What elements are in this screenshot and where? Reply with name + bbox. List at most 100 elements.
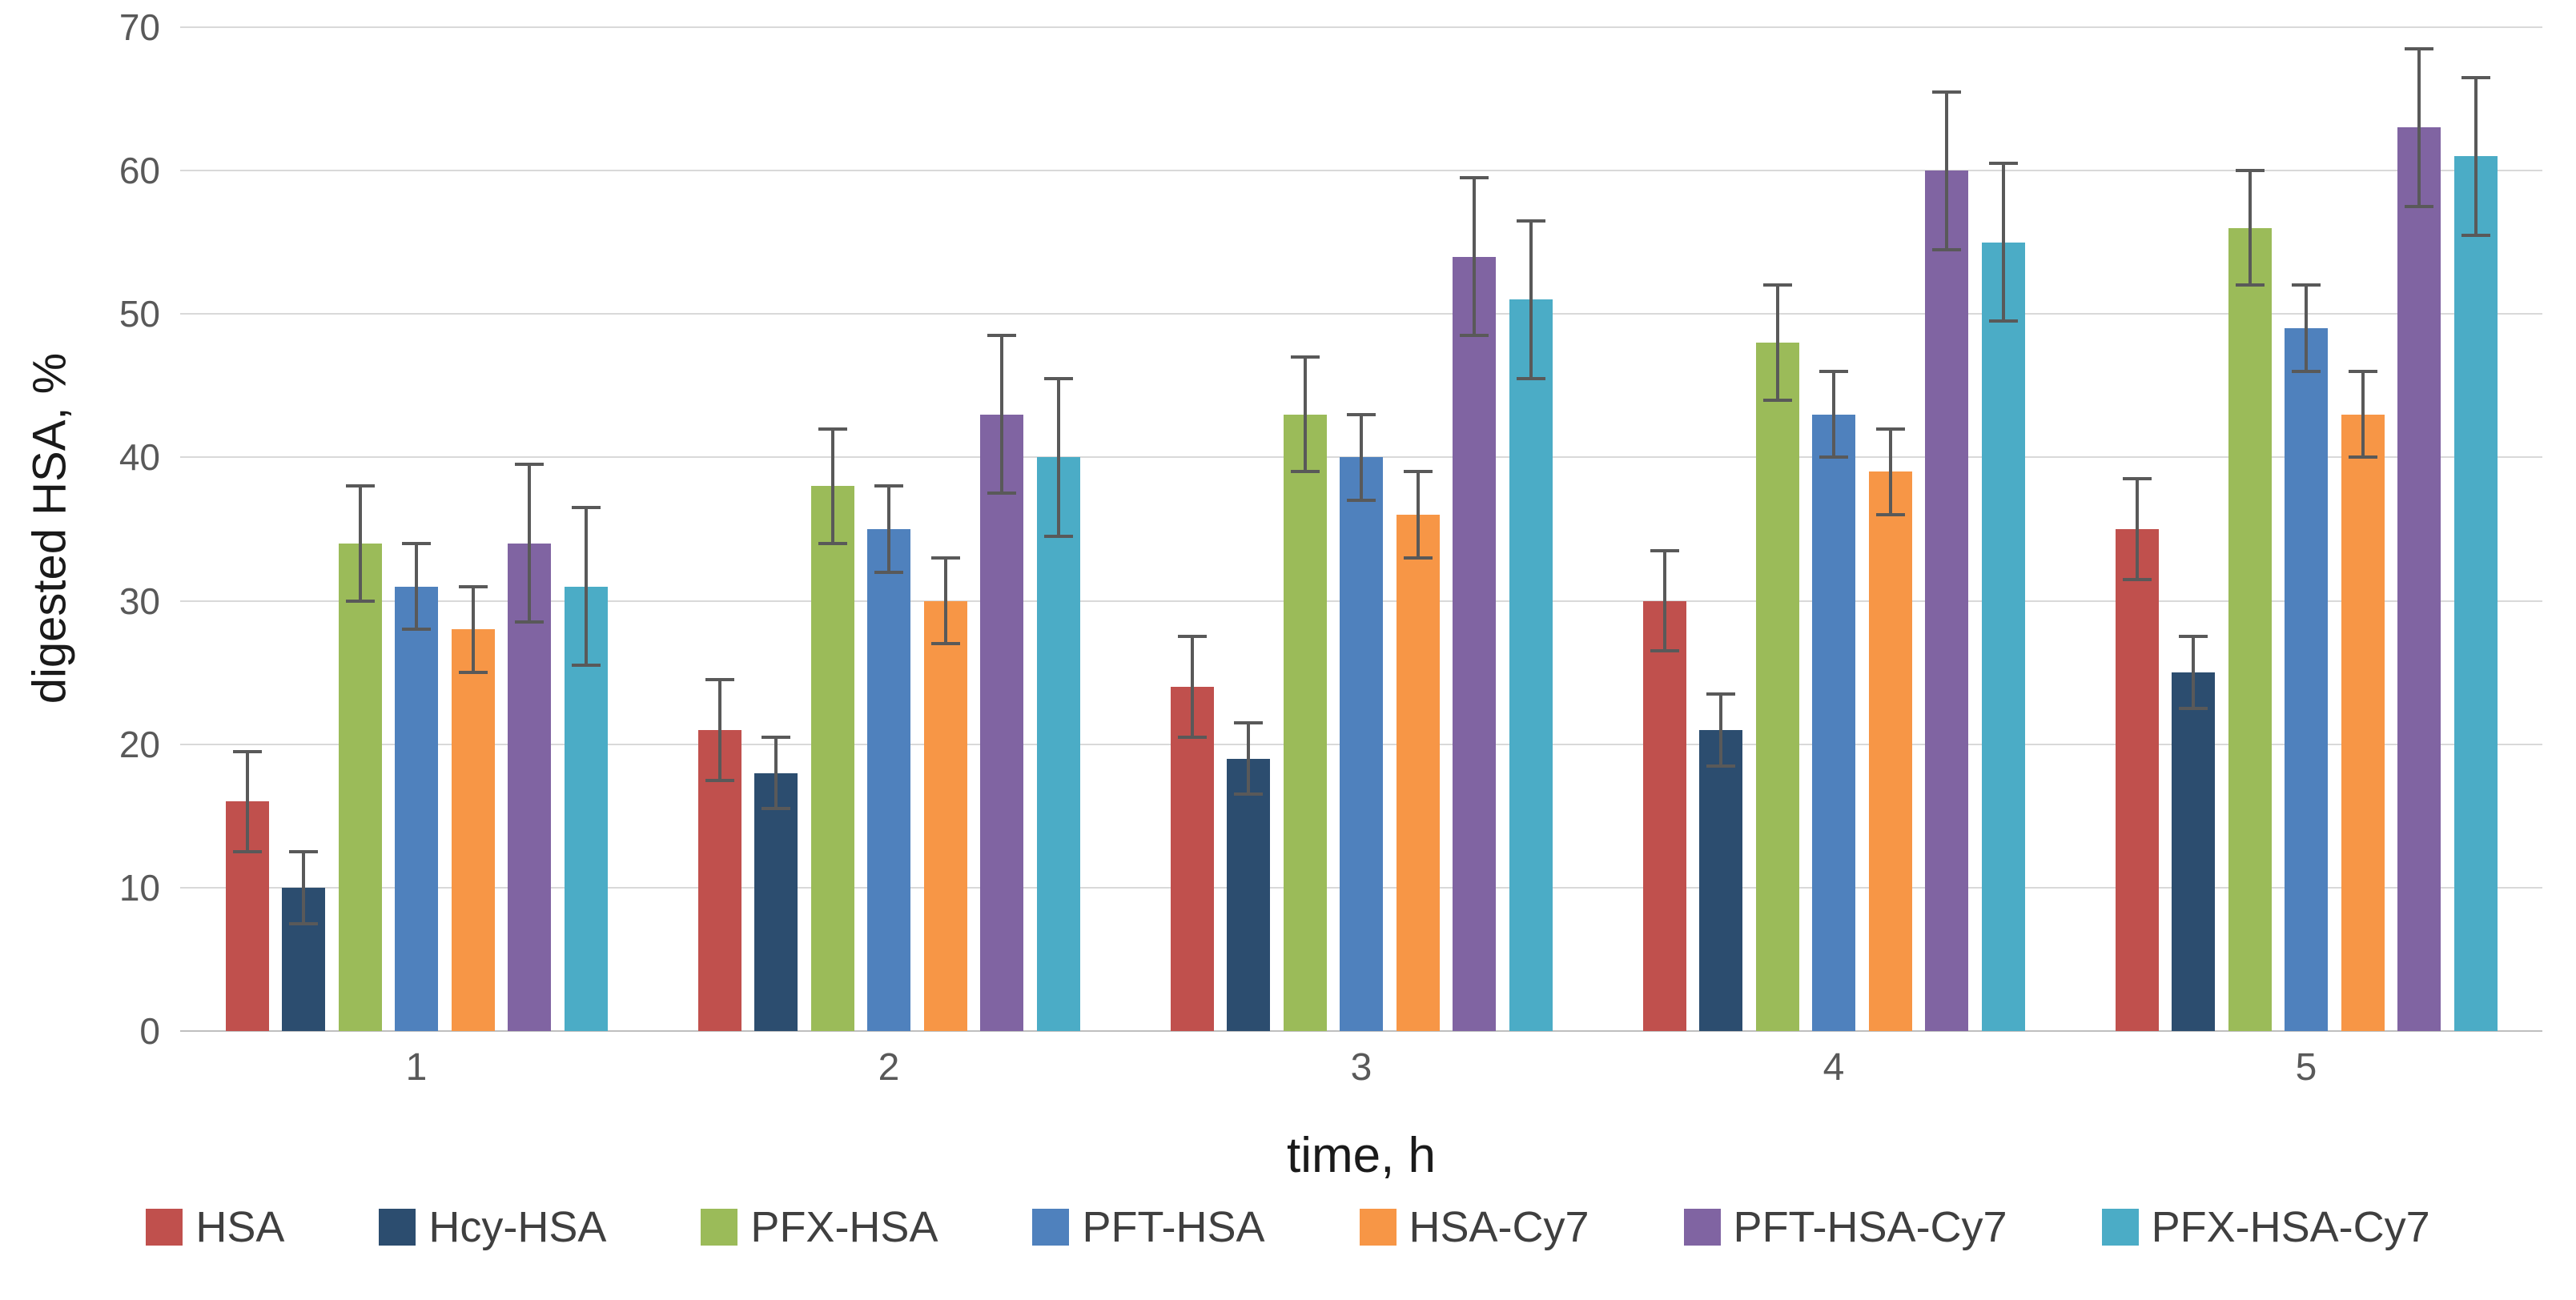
bar-PFT-HSA-Cy7-t5 [2397,127,2441,1031]
error-bar-cap [1403,556,1433,560]
error-bar [1360,414,1363,501]
bar-PFX-HSA-t3 [1283,414,1327,1031]
error-bar-cap [2461,75,2490,79]
error-bar-cap [1460,334,1489,338]
error-bar [2474,77,2478,235]
y-axis-title: digested HSA, % [23,352,76,704]
error-bar-cap [1762,398,1792,402]
legend-item-PFT-HSA: PFT-HSA [1032,1202,1265,1252]
error-bar-cap [1650,649,1679,653]
error-bar [774,736,778,809]
error-bar-cap [2292,283,2321,287]
legend-label: HSA-Cy7 [1409,1203,1589,1251]
error-bar-cap [515,620,544,624]
error-bar-cap [1347,499,1376,503]
legend-item-HSA-Cy7: HSA-Cy7 [1359,1202,1589,1252]
x-tick-label: 4 [1822,1046,1845,1089]
bar-PFT-HSA-t4 [1812,414,1855,1031]
error-bar [1662,550,1666,652]
error-bar-cap [1762,283,1792,287]
error-bar [471,586,475,673]
bar-HSA-Cy7-t3 [1396,515,1440,1031]
legend-label: PFX-HSA-Cy7 [2151,1203,2430,1251]
error-bar [1775,285,1779,400]
x-tick-label: 5 [2295,1046,2317,1089]
error-bar-cap [1988,162,2018,166]
bar-PFX-HSA-t4 [1755,343,1799,1031]
error-bar-cap [1290,355,1320,359]
error-bar [2135,479,2139,580]
error-bar-cap [1706,692,1735,696]
error-bar-cap [289,921,318,925]
bar-PFT-HSA-t2 [867,529,910,1031]
error-bar [415,543,418,630]
error-bar-cap [987,492,1016,496]
y-tick-label: 30 [119,580,160,622]
error-bar-cap [2235,283,2265,287]
error-bar-cap [818,427,847,431]
legend: HSA Hcy-HSA PFX-HSA PFT-HSA HSA-Cy7 PFT-HSA-C… [0,1202,2576,1252]
x-tick-label: 2 [878,1046,900,1089]
error-bar-cap [345,599,375,603]
error-bar-cap [2461,233,2490,237]
error-bar-cap [2405,46,2433,50]
error-bar-cap [2235,169,2265,173]
error-bar [830,428,834,544]
x-axis-line [180,1030,2542,1032]
legend-item-PFX-HSA-Cy7: PFX-HSA-Cy7 [2101,1202,2430,1252]
x-axis-title: time, h [1286,1128,1437,1183]
legend-swatch [1359,1209,1397,1246]
error-bar [302,852,305,924]
error-bar-cap [345,484,375,488]
error-bar [2305,285,2308,371]
bar-HSA-Cy7-t2 [923,600,967,1031]
legend-swatch [1683,1209,1721,1246]
bar-PFT-HSA-t3 [1340,457,1383,1031]
error-bar-cap [930,556,960,560]
bar-Hcy-HSA-t3 [1227,758,1270,1031]
bar-HSA-Cy7-t5 [2341,414,2385,1031]
bar-HSA-t5 [2115,529,2159,1031]
legend-label: Hcy-HSA [428,1203,607,1251]
error-bar-cap [1177,735,1207,739]
error-bar-cap [1932,90,1961,94]
error-bar-cap [1875,513,1905,517]
error-bar [2361,371,2365,458]
error-bar [2248,171,2252,286]
error-bar-cap [2348,455,2377,459]
y-tick-label: 20 [119,723,160,765]
error-bar-cap [987,334,1016,338]
legend-swatch [1032,1209,1070,1246]
y-tick-label: 50 [119,293,160,335]
error-bar-cap [458,584,488,588]
legend-label: PFX-HSA [750,1203,938,1251]
error-bar [943,557,947,644]
error-bar-cap [762,735,790,739]
error-bar [2192,636,2195,708]
error-bar-cap [1516,219,1545,223]
error-bar-cap [1234,720,1263,724]
error-bar-cap [1043,534,1073,538]
bar-PFT-HSA-t5 [2285,328,2328,1031]
legend-label: PFT-HSA-Cy7 [1733,1203,2007,1251]
error-bar [1945,91,1948,250]
legend-swatch [2101,1209,2139,1246]
error-bar-cap [2122,577,2152,581]
bar-PFX-HSA-t1 [338,543,382,1031]
error-bar-cap [2292,369,2321,373]
error-bar [1719,694,1722,766]
error-bar [245,751,249,853]
bar-PFT-HSA-Cy7-t3 [1453,256,1496,1031]
error-bar [358,486,362,601]
legend-swatch [701,1209,738,1246]
bar-PFX-HSA-Cy7-t2 [1036,457,1080,1031]
error-bar-cap [1875,427,1905,431]
error-bar-cap [2348,369,2377,373]
error-bar-cap [1706,764,1735,768]
error-bar-cap [930,642,960,646]
legend-item-PFT-HSA-Cy7: PFT-HSA-Cy7 [1683,1202,2007,1252]
bar-Hcy-HSA-t2 [754,772,798,1031]
error-bar [1303,357,1307,472]
error-bar [584,508,588,666]
